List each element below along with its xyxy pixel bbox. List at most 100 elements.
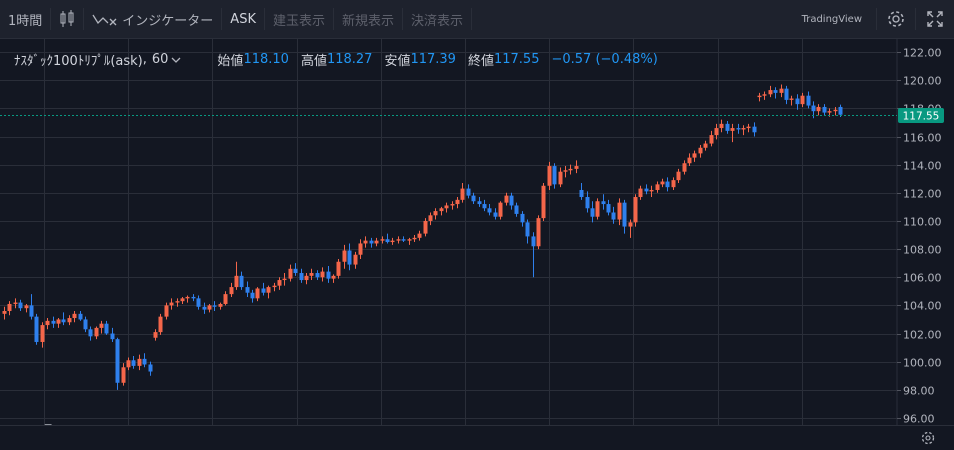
price-tick-label: 96.00 (903, 413, 935, 426)
candle-body (822, 106, 827, 113)
candle-body (531, 236, 536, 247)
candle (471, 192, 476, 205)
candle (703, 140, 708, 151)
candle (277, 277, 282, 290)
candle (40, 322, 45, 348)
open-value: 118.10 (243, 52, 289, 67)
toolbar-divider (50, 8, 52, 30)
candle-body (83, 319, 88, 330)
candle (644, 184, 649, 195)
toolbar-divider (263, 8, 265, 30)
candle (762, 91, 767, 100)
grid (0, 38, 897, 425)
candle-body (757, 95, 762, 98)
candle (417, 230, 422, 241)
chart-type-button[interactable] (51, 0, 83, 38)
candle (665, 177, 670, 192)
candle (746, 123, 751, 133)
candle (568, 164, 573, 175)
candle (272, 282, 277, 292)
candle (714, 123, 719, 140)
candle-body (45, 320, 50, 326)
settings-button[interactable] (877, 0, 915, 38)
legend-interval[interactable]: 60 (151, 52, 169, 67)
candle-body (698, 147, 703, 154)
candle-body (94, 327, 99, 337)
candle (288, 264, 293, 282)
candle-body (800, 95, 805, 105)
candle-body (282, 278, 287, 281)
candle-body (293, 268, 298, 274)
price-tick-label: 110.00 (903, 216, 942, 229)
candle-body (358, 243, 363, 255)
time-axis-settings-icon[interactable] (920, 430, 936, 446)
new-view-button[interactable]: 新規表示 (341, 13, 394, 29)
candle (660, 178, 665, 188)
candle-body (250, 292, 255, 299)
candlestick-icon (60, 10, 74, 27)
candle-body (288, 268, 293, 279)
candle (757, 92, 762, 102)
candle (7, 301, 12, 316)
candle-body (110, 333, 115, 340)
candle-body (78, 313, 83, 320)
symbol-name[interactable]: ﾅｽﾀﾞｯｸ100ﾄﾘﾌﾟﾙ(ask) (14, 54, 143, 69)
candle (730, 123, 735, 143)
candle (741, 125, 746, 136)
candle-body (595, 201, 600, 217)
candle-body (342, 250, 347, 262)
time-tick-label: 10 (291, 423, 305, 425)
candle (34, 313, 39, 345)
candle-body (417, 233, 422, 238)
candle (439, 206, 444, 216)
price-tick-label: 122.00 (903, 47, 942, 60)
candle-body (175, 301, 180, 303)
candle-body (493, 212, 498, 217)
price-tick-label: 112.00 (903, 188, 942, 201)
candle-body (412, 237, 417, 240)
chevron-down-icon[interactable] (171, 55, 181, 65)
candle-body (121, 367, 126, 383)
time-tick-label: 4 (125, 423, 132, 425)
interval-button[interactable]: 1時間 (8, 13, 43, 29)
settle-view-button[interactable]: 決済表示 (411, 13, 464, 29)
candle (51, 316, 56, 328)
fullscreen-button[interactable] (916, 0, 954, 38)
candle (121, 363, 126, 386)
price-axis: 122.00120.00118.00116.00114.00112.00110.… (897, 47, 942, 426)
candle-body (714, 128, 719, 136)
candle (110, 327, 115, 342)
ohlc-legend: ﾅｽﾀﾞｯｸ100ﾄﾘﾌﾟﾙ(ask) , 60 始値 118.10 高値 11… (14, 50, 658, 69)
candle (547, 161, 552, 190)
candle-body (816, 106, 821, 112)
price-chart[interactable]: 122.00120.00118.00116.00114.00112.00110.… (0, 38, 954, 425)
candle (692, 150, 697, 162)
candle-body (622, 202, 627, 227)
candle (477, 197, 482, 207)
candle (779, 84, 784, 98)
candle-body (730, 128, 735, 131)
last-price-badge (898, 108, 944, 123)
candle (509, 192, 514, 210)
candle (423, 218, 428, 237)
candle (29, 294, 34, 320)
indicators-button[interactable]: インジケーター (84, 0, 221, 38)
candle-body (574, 166, 579, 169)
candle-body (682, 163, 687, 172)
time-tick-label: 8 (209, 423, 216, 425)
candle (574, 160, 579, 174)
high-value: 118.27 (326, 52, 373, 67)
candle-body (218, 303, 223, 307)
candle (789, 95, 794, 106)
candle-body (768, 90, 773, 95)
candle-body (255, 288, 260, 299)
ask-button[interactable]: ASK (230, 11, 256, 27)
candle-body (374, 240, 379, 244)
candle (725, 121, 730, 134)
candle-body (401, 239, 406, 241)
candle-body (126, 360, 131, 368)
candle (218, 302, 223, 310)
candle-body (423, 220, 428, 234)
position-view-button[interactable]: 建玉表示 (272, 13, 325, 29)
candle-body (234, 275, 239, 288)
